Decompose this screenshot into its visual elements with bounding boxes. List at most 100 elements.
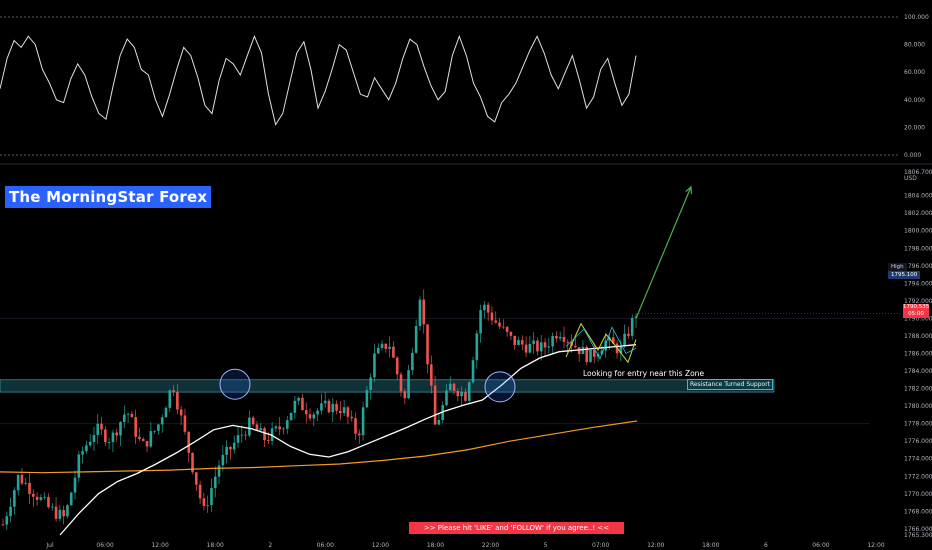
candle-body (498, 322, 501, 327)
candle-body (187, 431, 191, 453)
candle-body (16, 474, 20, 491)
price-tick-label: 1765.300 (904, 532, 932, 539)
candle-body (509, 331, 513, 336)
candle-body (5, 516, 9, 525)
candle-body (555, 335, 558, 339)
candle-body (392, 346, 395, 358)
high-tag-value: 1795.100 (888, 271, 921, 279)
candle-body (536, 340, 539, 352)
candle-body (342, 407, 346, 414)
candle-body (365, 389, 369, 408)
osc-tick-label: 20.000 (904, 124, 925, 131)
candle-body (361, 407, 365, 436)
candle-body (122, 414, 126, 423)
candle-body (577, 347, 581, 355)
candle-body (240, 434, 244, 436)
candle-body (486, 304, 490, 313)
candle-body (217, 465, 221, 477)
time-tick-label: 12:00 (867, 542, 884, 549)
candle-body (437, 419, 441, 425)
candle-body (312, 414, 316, 419)
projection-arrow (635, 185, 903, 319)
candle-body (282, 428, 285, 430)
pattern-lines (565, 322, 637, 364)
fast-ema-path (59, 344, 637, 536)
candle-body (221, 454, 225, 466)
osc-tick-label: 60.000 (904, 69, 925, 76)
candle-body (115, 432, 119, 436)
candle-body (490, 312, 494, 321)
candle-body (494, 320, 498, 323)
candle-body (24, 482, 28, 484)
candle-body (566, 341, 570, 343)
candle-body (380, 343, 384, 348)
high-tag-name: High (888, 263, 907, 271)
time-tick-label: 12:00 (647, 542, 664, 549)
candle-body (213, 476, 217, 488)
price-tick-label: 1790.000 (904, 315, 932, 322)
candle-body (562, 336, 566, 342)
price-tick-label: 1778.000 (904, 421, 932, 428)
candle-body (316, 410, 319, 415)
candle-body (456, 390, 460, 397)
candle-body (88, 441, 92, 446)
candle-body (119, 422, 122, 436)
candle-body (176, 391, 179, 410)
candle-body (77, 454, 81, 478)
candle-body (225, 446, 228, 455)
candle-body (301, 397, 304, 411)
candle-body (520, 340, 524, 345)
time-axis: Jul 06:00 12:00 18:00 2 06:00 12:00 18:00 22:00 5… (45, 542, 884, 549)
candle-body (339, 410, 342, 414)
candle-body (551, 335, 554, 347)
time-tick-label: 06:00 (96, 542, 113, 549)
candle-body (9, 506, 12, 517)
candle-body (134, 417, 137, 437)
candle-body (357, 433, 361, 436)
candle-body (320, 403, 323, 411)
candle-body (160, 417, 164, 425)
candle-body (153, 430, 156, 432)
slow-ema-path (0, 420, 638, 474)
time-tick-label: 18:00 (207, 542, 224, 549)
candle-body (62, 509, 65, 517)
candle-body (350, 416, 354, 419)
candle-body (270, 428, 274, 441)
candlesticks (1, 289, 638, 530)
price-tick-label: 1798.000 (904, 245, 932, 252)
time-tick-label: 18:00 (702, 542, 719, 549)
osc-tick-label: 40.000 (904, 97, 925, 104)
candle-body (558, 336, 562, 339)
candle-body (369, 377, 372, 390)
candle-body (623, 333, 626, 346)
candle-body (445, 390, 448, 406)
follow-banner[interactable]: >> Please hit 'LIKE' and 'FOLLOW' if you… (409, 522, 624, 534)
candle-body (479, 310, 482, 334)
fast-ema-line (59, 344, 637, 536)
candle-body (58, 509, 62, 519)
price-tick-label: 1802.000 (904, 210, 932, 217)
price-tick-label: 1796.000 (904, 263, 932, 270)
time-tick-label: 22:00 (482, 542, 499, 549)
candle-body (32, 493, 35, 497)
high-price-tag: High1795.100 (888, 263, 932, 279)
last-price-tag: 1790.535 05:00 (903, 304, 929, 318)
candle-body (107, 442, 111, 443)
candle-body (202, 498, 206, 506)
candle-body (539, 342, 543, 352)
candle-body (81, 451, 84, 455)
candle-body (471, 360, 475, 383)
candle-body (547, 346, 551, 348)
candle-body (611, 337, 615, 344)
candle-body (464, 392, 467, 401)
candle-body (467, 382, 471, 401)
candle-body (274, 426, 278, 429)
candle-body (35, 496, 39, 500)
oscillator-path (0, 34, 637, 126)
support-zone-rect (0, 379, 775, 393)
time-tick-label: 06:00 (317, 542, 334, 549)
candle-body (145, 440, 149, 447)
candle-body (331, 403, 335, 413)
candle-body (39, 497, 43, 500)
